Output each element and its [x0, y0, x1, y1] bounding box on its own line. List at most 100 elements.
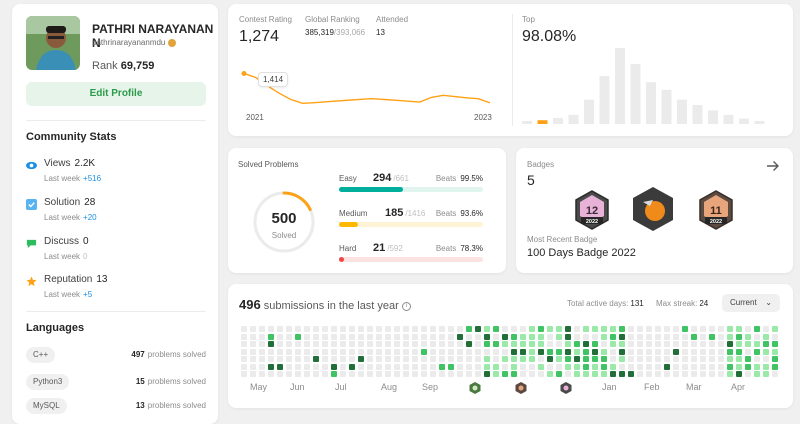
heatmap-cell[interactable]: [556, 341, 562, 347]
heatmap-cell[interactable]: [304, 363, 310, 370]
heatmap-cell[interactable]: [601, 326, 607, 332]
heatmap-cell[interactable]: [619, 341, 625, 347]
heatmap-cell[interactable]: [466, 363, 472, 370]
heatmap-cell[interactable]: [439, 333, 445, 340]
heatmap-cell[interactable]: [448, 341, 454, 347]
heatmap-cell[interactable]: [610, 341, 616, 347]
heatmap-cell[interactable]: [691, 356, 697, 362]
heatmap-cell[interactable]: [691, 333, 697, 340]
badge-marker-icon[interactable]: [468, 381, 482, 395]
heatmap-cell[interactable]: [565, 348, 571, 355]
heatmap-cell[interactable]: [304, 371, 310, 377]
heatmap-cell[interactable]: [754, 363, 760, 370]
heatmap-cell[interactable]: [313, 348, 319, 355]
heatmap-cell[interactable]: [601, 333, 607, 340]
heatmap-cell[interactable]: [772, 371, 778, 377]
heatmap-cell[interactable]: [367, 363, 373, 370]
heatmap-cell[interactable]: [313, 326, 319, 332]
heatmap-cell[interactable]: [295, 363, 301, 370]
heatmap-cell[interactable]: [700, 341, 706, 347]
heatmap-cell[interactable]: [259, 341, 265, 347]
heatmap-cell[interactable]: [601, 363, 607, 370]
heatmap-cell[interactable]: [358, 341, 364, 347]
distribution-bar[interactable]: [630, 63, 641, 124]
heatmap-cell[interactable]: [493, 363, 499, 370]
heatmap-cell[interactable]: [745, 333, 751, 340]
heatmap-cell[interactable]: [448, 363, 454, 370]
heatmap-cell[interactable]: [421, 363, 427, 370]
heatmap-cell[interactable]: [250, 371, 256, 377]
heatmap-cell[interactable]: [412, 356, 418, 362]
heatmap-cell[interactable]: [475, 371, 481, 377]
heatmap-cell[interactable]: [529, 363, 535, 370]
heatmap-cell[interactable]: [619, 348, 625, 355]
heatmap-cell[interactable]: [601, 341, 607, 347]
heatmap-cell[interactable]: [574, 348, 580, 355]
heatmap-cell[interactable]: [322, 341, 328, 347]
heatmap-cell[interactable]: [709, 341, 715, 347]
heatmap-cell[interactable]: [709, 326, 715, 332]
heatmap-cell[interactable]: [745, 363, 751, 370]
heatmap-cell[interactable]: [655, 333, 661, 340]
heatmap-cell[interactable]: [448, 371, 454, 377]
heatmap-cell[interactable]: [412, 333, 418, 340]
heatmap-cell[interactable]: [547, 371, 553, 377]
heatmap-cell[interactable]: [340, 333, 346, 340]
heatmap-cell[interactable]: [277, 371, 283, 377]
heatmap-cell[interactable]: [700, 333, 706, 340]
heatmap-cell[interactable]: [448, 356, 454, 362]
arrow-right-icon[interactable]: [766, 160, 780, 172]
heatmap-cell[interactable]: [394, 356, 400, 362]
heatmap-cell[interactable]: [457, 341, 463, 347]
heatmap-cell[interactable]: [520, 341, 526, 347]
heatmap-cell[interactable]: [304, 341, 310, 347]
heatmap-cell[interactable]: [286, 333, 292, 340]
heatmap-cell[interactable]: [475, 348, 481, 355]
heatmap-cell[interactable]: [646, 341, 652, 347]
heatmap-cell[interactable]: [772, 356, 778, 362]
heatmap-cell[interactable]: [268, 348, 274, 355]
heatmap-cell[interactable]: [322, 333, 328, 340]
heatmap-cell[interactable]: [646, 363, 652, 370]
badge-hexagon[interactable]: 11 2022: [698, 190, 734, 230]
heatmap-cell[interactable]: [745, 326, 751, 332]
heatmap-cell[interactable]: [583, 356, 589, 362]
heatmap-cell[interactable]: [511, 341, 517, 347]
heatmap-cell[interactable]: [502, 341, 508, 347]
heatmap-cell[interactable]: [466, 326, 472, 332]
distribution-bar[interactable]: [723, 114, 734, 124]
heatmap-cell[interactable]: [655, 326, 661, 332]
heatmap-cell[interactable]: [574, 371, 580, 377]
heatmap-cell[interactable]: [583, 341, 589, 347]
heatmap-cell[interactable]: [727, 356, 733, 362]
heatmap-cell[interactable]: [592, 348, 598, 355]
heatmap-cell[interactable]: [682, 341, 688, 347]
heatmap-cell[interactable]: [565, 333, 571, 340]
heatmap-cell[interactable]: [556, 348, 562, 355]
heatmap-cell[interactable]: [655, 348, 661, 355]
heatmap-cell[interactable]: [367, 333, 373, 340]
heatmap-cell[interactable]: [619, 371, 625, 377]
heatmap-cell[interactable]: [241, 326, 247, 332]
heatmap-cell[interactable]: [412, 371, 418, 377]
heatmap-cell[interactable]: [601, 371, 607, 377]
heatmap-cell[interactable]: [331, 326, 337, 332]
heatmap-cell[interactable]: [331, 363, 337, 370]
heatmap-cell[interactable]: [313, 356, 319, 362]
heatmap-cell[interactable]: [385, 371, 391, 377]
edit-profile-button[interactable]: Edit Profile: [26, 82, 206, 106]
heatmap-cell[interactable]: [241, 356, 247, 362]
heatmap-cell[interactable]: [700, 356, 706, 362]
heatmap-cell[interactable]: [340, 356, 346, 362]
heatmap-cell[interactable]: [529, 326, 535, 332]
heatmap-cell[interactable]: [736, 371, 742, 377]
heatmap-cell[interactable]: [709, 363, 715, 370]
heatmap-cell[interactable]: [763, 371, 769, 377]
heatmap-cell[interactable]: [412, 326, 418, 332]
heatmap-cell[interactable]: [448, 326, 454, 332]
heatmap-cell[interactable]: [736, 356, 742, 362]
heatmap-cell[interactable]: [277, 363, 283, 370]
heatmap-cell[interactable]: [475, 363, 481, 370]
heatmap-cell[interactable]: [511, 333, 517, 340]
heatmap-cell[interactable]: [655, 371, 661, 377]
